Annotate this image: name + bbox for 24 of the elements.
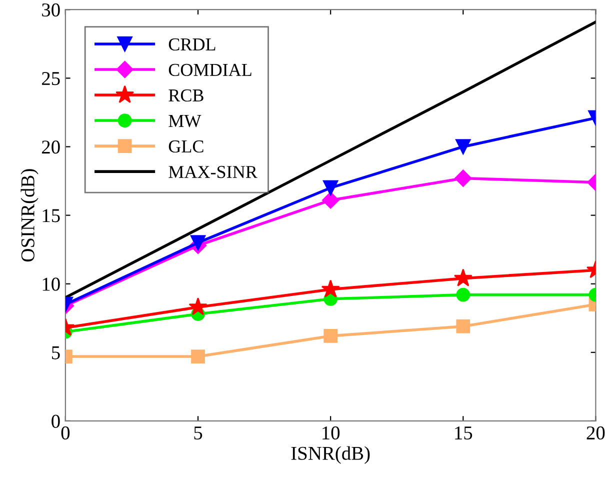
legend-label: MAX-SINR bbox=[168, 166, 258, 178]
legend-label: COMDIAL bbox=[168, 64, 252, 76]
y-tick-label: 25 bbox=[42, 72, 60, 86]
x-axis-title: ISNR(dB) bbox=[291, 446, 370, 464]
x-tick-label: 15 bbox=[455, 426, 472, 440]
x-tick-label: 20 bbox=[586, 426, 605, 440]
legend-label: RCB bbox=[168, 89, 204, 102]
x-tick-label: 0 bbox=[61, 426, 70, 440]
point bbox=[324, 329, 338, 343]
y-tick-label: 20 bbox=[42, 140, 60, 154]
x-tick-label: 5 bbox=[194, 426, 202, 440]
point bbox=[322, 180, 338, 196]
y-axis-title: OSINR(dB) bbox=[20, 169, 38, 262]
legend-label: CRDL bbox=[168, 38, 216, 51]
y-tick-label: 15 bbox=[42, 209, 60, 222]
y-tick-label: 30 bbox=[42, 3, 60, 17]
y-tick-label: 10 bbox=[42, 278, 60, 291]
y-tick-label: 0 bbox=[52, 414, 60, 428]
y-tick-label: 5 bbox=[52, 346, 60, 360]
legend-label: MW bbox=[168, 115, 202, 128]
point bbox=[321, 280, 340, 298]
point bbox=[322, 192, 340, 209]
legend-label: GLC bbox=[168, 140, 204, 153]
x-tick-label: 10 bbox=[322, 426, 340, 440]
